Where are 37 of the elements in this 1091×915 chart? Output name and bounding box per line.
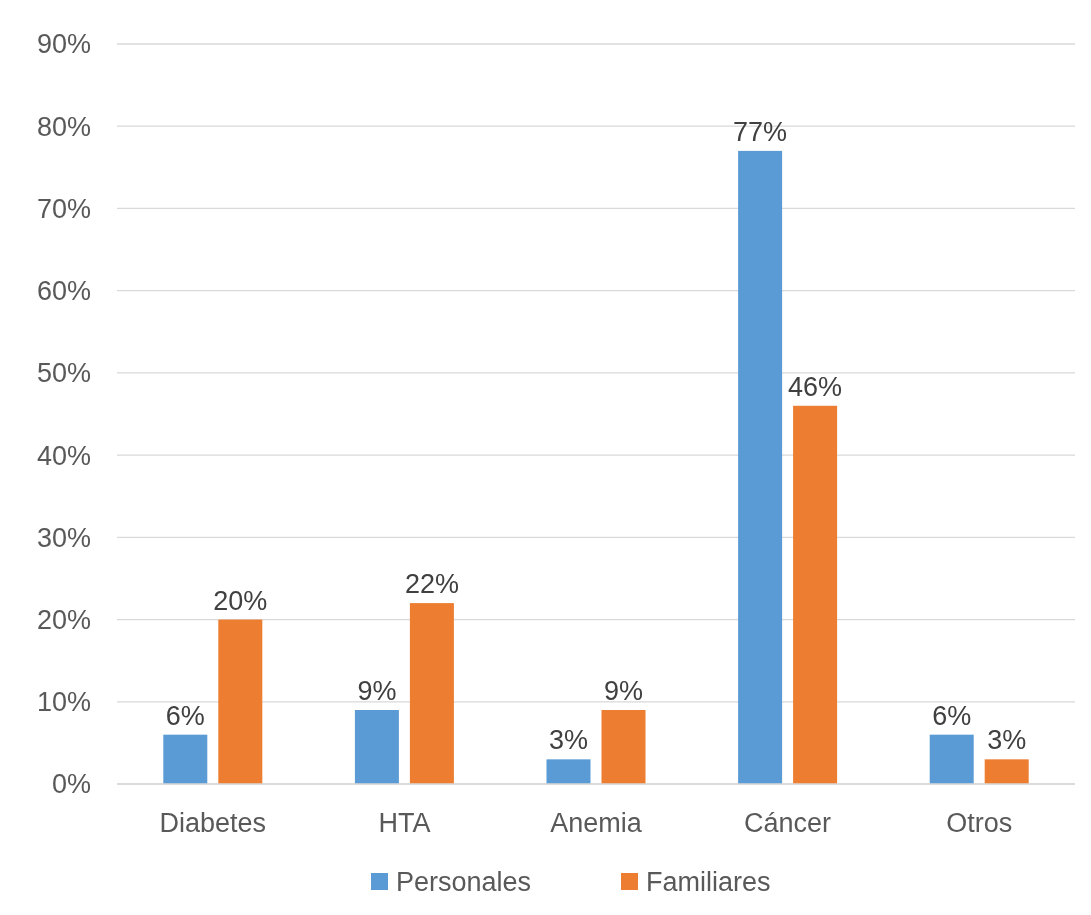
- y-tick-label: 80%: [36, 111, 91, 142]
- data-label: 3%: [548, 725, 589, 756]
- data-label: 9%: [603, 676, 644, 706]
- y-tick-label: 60%: [36, 276, 91, 307]
- data-label: 46%: [788, 371, 843, 402]
- y-tick-label: 70%: [36, 193, 91, 224]
- data-label: 6%: [932, 700, 972, 731]
- x-tick-label: Diabetes: [159, 808, 267, 838]
- data-label: 3%: [987, 725, 1027, 756]
- y-tick-label: 10%: [36, 687, 91, 718]
- y-tick-label: 40%: [36, 440, 91, 471]
- bar: [793, 405, 838, 784]
- bar: [929, 734, 974, 784]
- data-label: 6%: [165, 700, 205, 731]
- bar: [738, 150, 783, 784]
- y-tick-label: 50%: [36, 358, 91, 389]
- data-label: 9%: [357, 676, 397, 706]
- bar: [354, 710, 399, 784]
- y-tick-label: 20%: [36, 605, 91, 636]
- legend-label: Familiares: [646, 867, 771, 898]
- y-tick-label: 30%: [36, 522, 91, 553]
- data-label: 20%: [213, 585, 268, 616]
- bar: [984, 759, 1029, 784]
- x-tick-label: Anemia: [550, 808, 643, 838]
- y-tick-label: 90%: [36, 29, 91, 60]
- x-tick-label: HTA: [378, 808, 431, 838]
- y-tick-label: 0%: [51, 769, 91, 800]
- bar: [601, 710, 646, 784]
- bar: [218, 619, 263, 784]
- legend-label: Personales: [396, 867, 532, 898]
- x-tick-label: Otros: [946, 808, 1013, 838]
- data-label: 77%: [733, 116, 788, 147]
- x-tick-label: Cáncer: [744, 808, 832, 838]
- bar: [409, 603, 454, 784]
- bar: [163, 734, 208, 784]
- bar: [546, 759, 591, 784]
- data-label: 22%: [404, 569, 459, 600]
